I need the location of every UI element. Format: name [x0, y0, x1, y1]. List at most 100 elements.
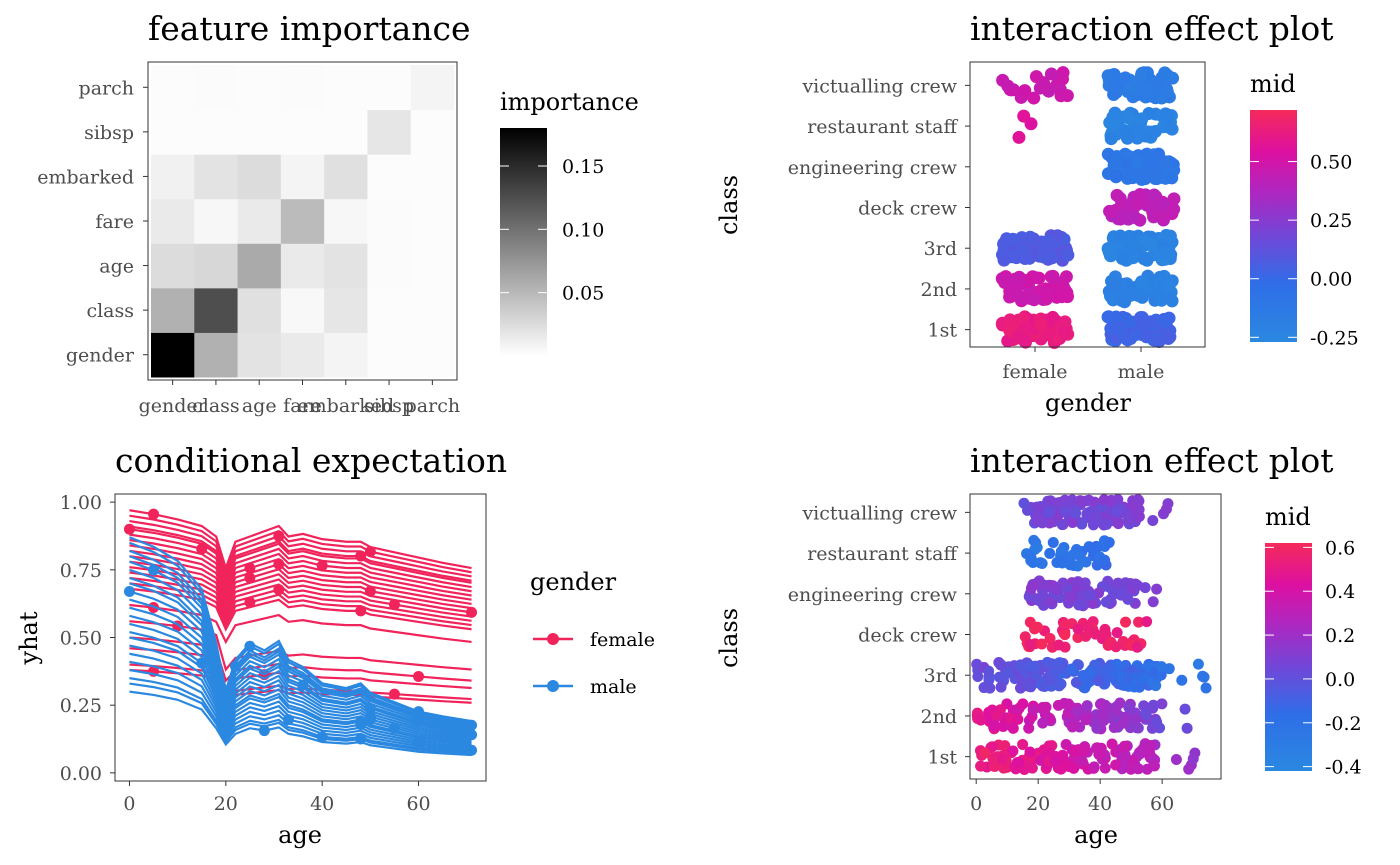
- p4-point: [1024, 616, 1036, 628]
- p2-x-tick-male: male: [1118, 361, 1165, 383]
- p2-legend-title: mid: [1250, 70, 1296, 98]
- p4-point: [1092, 675, 1104, 687]
- p4-x-tick-labels: 0 20 40 60: [970, 779, 1174, 815]
- p4-point: [1120, 577, 1132, 589]
- p4-legend-tick-4: -0.2: [1325, 713, 1362, 735]
- p3-line-female-9: [129, 555, 472, 607]
- p2-point: [1128, 240, 1142, 254]
- p4-point: [1025, 582, 1037, 594]
- p4-point: [1160, 503, 1172, 515]
- p4-point: [1073, 599, 1085, 611]
- p2-colorbar: [1250, 110, 1297, 342]
- heatmap-cell-parch-class: [194, 65, 239, 111]
- p4-point: [1147, 515, 1159, 527]
- p3-x-tick-1: 20: [214, 793, 238, 815]
- p4-title: interaction effect plot: [970, 441, 1334, 480]
- p4-point: [1156, 698, 1168, 710]
- p4-legend-tick-1: 0.4: [1325, 581, 1355, 603]
- heatmap-cell-parch-age: [237, 65, 282, 111]
- p2-point: [1018, 252, 1032, 266]
- p4-panel-border: [969, 493, 1222, 780]
- feature-importance-chart: feature importance genderclassagefareemb…: [37, 9, 639, 417]
- p4-point: [1093, 664, 1105, 676]
- p3-y-tick-labels: 0.00 0.25 0.50 0.75 1.00: [60, 492, 115, 785]
- heatmap-cell-class-parch: [410, 287, 455, 333]
- heatmap-cell-age-sibsp: [367, 243, 412, 289]
- heatmap-cell-age-embarked: [324, 243, 368, 289]
- p4-point: [1081, 700, 1093, 712]
- p3-point-female: [273, 530, 285, 542]
- p2-point: [1115, 252, 1129, 266]
- p3-y-tick-3: 0.75: [60, 560, 102, 582]
- p4-point: [1080, 714, 1092, 726]
- p2-x-tick-female: female: [1003, 361, 1068, 383]
- p4-point: [1094, 698, 1106, 710]
- p4-point: [1070, 676, 1082, 688]
- p2-point: [1137, 252, 1151, 266]
- p4-point: [1014, 660, 1026, 672]
- p3-point-female: [123, 523, 135, 535]
- p3-point-female: [244, 572, 256, 584]
- p4-y-tick-deck-crew: deck crew: [858, 625, 958, 647]
- p4-point: [1044, 632, 1056, 644]
- p3-y-tick-4: 1.00: [60, 492, 102, 514]
- p4-point: [1078, 669, 1090, 681]
- p4-point: [1106, 738, 1118, 750]
- p4-point: [1116, 717, 1128, 729]
- p1-x-tick-gender: gender: [139, 395, 208, 417]
- p4-point: [1024, 746, 1036, 758]
- p2-point: [1109, 168, 1123, 182]
- p2-y-tick-victualling-crew: victualling crew: [801, 75, 957, 97]
- p4-point: [1093, 587, 1105, 599]
- p2-point: [1104, 322, 1118, 336]
- p4-point: [1192, 658, 1204, 670]
- p3-line-female-0: [129, 509, 472, 572]
- p2-point: [1152, 76, 1166, 90]
- p4-y-tick-restaurant-staff: restaurant staff: [807, 543, 958, 565]
- p4-point: [1087, 598, 1099, 610]
- p1-x-tick-embarked: embarked: [297, 395, 394, 417]
- p2-panel-border: [969, 61, 1206, 348]
- heatmap-cell-class-fare: [280, 287, 325, 333]
- p4-point: [1072, 623, 1084, 635]
- p4-point: [1051, 557, 1063, 569]
- p3-ice-lines: [123, 508, 478, 757]
- p2-point: [1041, 290, 1055, 304]
- heatmap-cell-sibsp-class: [194, 109, 239, 155]
- p4-point: [1036, 557, 1048, 569]
- p4-point: [1087, 543, 1099, 555]
- p4-point: [1047, 537, 1059, 549]
- p2-legend-tick-1: 0.25: [1310, 210, 1352, 232]
- p4-y-tick-3rd: 3rd: [924, 665, 957, 687]
- p2-y-tick-labels: 1st 2nd 3rd deck crew engineering crew restau…: [788, 75, 970, 342]
- p2-point: [1012, 130, 1026, 144]
- p2-point: [1102, 245, 1116, 259]
- p4-point: [975, 760, 987, 772]
- p2-x-axis-title: gender: [1045, 389, 1132, 417]
- p4-point: [1110, 759, 1122, 771]
- p4-point: [999, 740, 1011, 752]
- heatmap-cell-gender-parch: [410, 332, 455, 378]
- p2-point: [1158, 315, 1172, 329]
- p4-y-tick-victualling-crew: victualling crew: [801, 502, 957, 524]
- p4-point: [1018, 497, 1030, 509]
- p4-point: [1064, 591, 1076, 603]
- p4-point: [1049, 754, 1061, 766]
- p4-point: [1155, 661, 1167, 673]
- p4-legend-ticks: 0.6 0.4 0.2 0.0 -0.2 -0.4: [1265, 537, 1362, 779]
- p2-point: [1009, 281, 1023, 295]
- p2-point: [1117, 72, 1131, 86]
- p4-point: [1066, 663, 1078, 675]
- p4-y-tick-labels: 1st 2nd 3rd deck crew engineering crew restau…: [788, 502, 970, 769]
- p4-point: [1133, 616, 1145, 628]
- p4-point: [995, 681, 1007, 693]
- p4-y-tick-engineering-crew: engineering crew: [788, 584, 958, 606]
- p4-point: [1055, 763, 1067, 775]
- heatmap-cell-gender-gender: [151, 332, 195, 378]
- p2-point: [1027, 293, 1041, 307]
- p4-point: [1013, 756, 1025, 768]
- p4-point: [1111, 627, 1123, 639]
- p3-y-tick-0: 0.00: [60, 763, 102, 785]
